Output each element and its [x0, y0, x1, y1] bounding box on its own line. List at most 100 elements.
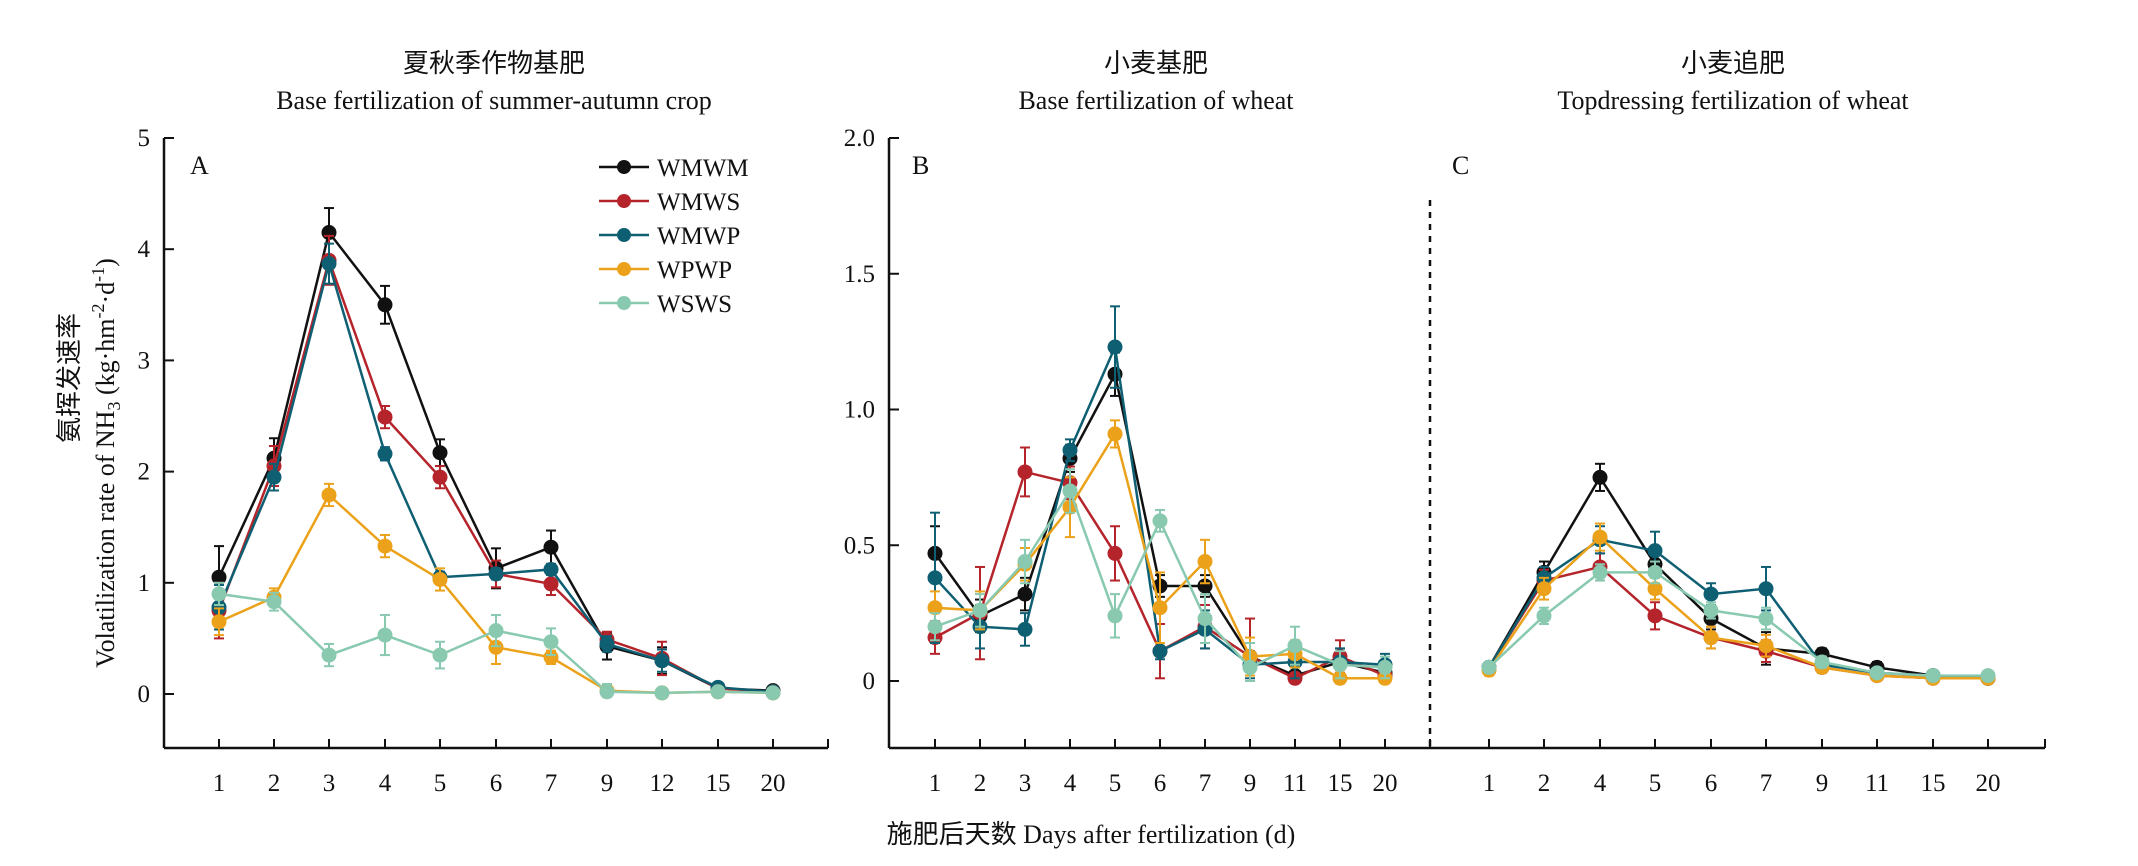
legend-marker: [617, 228, 631, 242]
panel-c-title: Topdressing fertilization of wheat: [1557, 86, 1909, 115]
data-point: [1107, 608, 1123, 624]
data-point: [654, 653, 670, 669]
x-tick-label-c: 9: [1816, 770, 1829, 797]
legend-label: WMWP: [657, 223, 740, 250]
data-point: [1980, 668, 1996, 684]
x-tick-label-c: 4: [1594, 770, 1607, 797]
data-point: [599, 684, 615, 700]
x-tick-label-c: 15: [1921, 770, 1946, 797]
data-point: [488, 623, 504, 639]
legend-marker: [617, 194, 631, 208]
data-point: [432, 647, 448, 663]
x-tick-label-b: 7: [1199, 770, 1212, 797]
data-point: [1377, 659, 1393, 675]
legend-label: WPWP: [657, 257, 732, 284]
series-line: [1487, 535, 1988, 680]
data-point: [1107, 426, 1123, 442]
x-tick-label-a: 3: [323, 770, 336, 797]
data-point: [654, 685, 670, 701]
data-point: [543, 634, 559, 650]
data-point: [377, 538, 393, 554]
legend-marker: [617, 296, 631, 310]
data-point: [1062, 483, 1078, 499]
data-point: [1017, 554, 1033, 570]
data-point: [1536, 581, 1552, 597]
data-point: [1107, 339, 1123, 355]
data-point: [1703, 602, 1719, 618]
series-wmws-c: [1481, 552, 1996, 686]
data-point: [1197, 611, 1213, 627]
data-point: [1703, 630, 1719, 646]
x-tick-label-a: 15: [706, 770, 731, 797]
x-tick-label-a: 12: [650, 770, 675, 797]
legend-label: WMWS: [657, 189, 740, 216]
panel-b-title-cn: 小麦基肥: [1104, 49, 1208, 78]
data-point: [321, 647, 337, 663]
data-point: [1481, 659, 1497, 675]
legend-marker: [617, 160, 631, 174]
data-point: [1017, 621, 1033, 637]
data-point: [1758, 638, 1774, 654]
data-point: [1647, 564, 1663, 580]
x-tick-label-c: 20: [1976, 770, 2001, 797]
data-point: [488, 566, 504, 582]
data-point: [432, 571, 448, 587]
panel-letter-a: A: [190, 151, 209, 180]
data-point: [1107, 545, 1123, 561]
x-tick-label-b: 4: [1064, 770, 1077, 797]
data-point: [1017, 464, 1033, 480]
y-tick-label-a: 0: [138, 681, 151, 708]
data-point: [1647, 608, 1663, 624]
data-point: [1062, 442, 1078, 458]
series-line: [1487, 565, 1988, 680]
data-point: [266, 594, 282, 610]
data-point: [927, 570, 943, 586]
series-wpwp-a: [211, 482, 781, 701]
x-tick-label-a: 5: [434, 770, 447, 797]
x-tick-label-b: 5: [1109, 770, 1122, 797]
data-point: [765, 685, 781, 701]
series-line: [1488, 571, 1988, 677]
data-point: [1814, 654, 1830, 670]
x-tick-label-b: 11: [1283, 770, 1307, 797]
y-axis-label-unit: (kg·hm: [91, 319, 120, 402]
x-tick-label-b: 6: [1154, 770, 1167, 797]
y-tick-label-b: 1.0: [844, 397, 875, 424]
data-point: [1592, 469, 1608, 485]
data-point: [710, 684, 726, 700]
x-tick-label-a: 9: [601, 770, 614, 797]
x-tick-label-a: 2: [268, 770, 281, 797]
panel-letter-c: C: [1452, 151, 1469, 180]
series-wsws-c: [1481, 560, 1996, 684]
legend: WMWM WMWS WMWP WPWP WSWS: [599, 155, 749, 318]
data-point: [543, 576, 559, 592]
y-tick-label-a: 5: [138, 125, 151, 152]
series-line: [1487, 474, 1989, 680]
y-axis-label-sup2: -1: [88, 267, 108, 282]
data-point: [1592, 529, 1608, 545]
data-point: [1287, 638, 1303, 654]
panel-c-title-cn: 小麦追肥: [1681, 49, 1785, 78]
x-tick-label-c: 6: [1705, 770, 1718, 797]
data-point: [1152, 643, 1168, 659]
x-tick-label-b: 3: [1019, 770, 1032, 797]
data-point: [1647, 543, 1663, 559]
data-point: [1197, 554, 1213, 570]
y-tick-label-a: 3: [138, 347, 151, 374]
data-point: [1152, 600, 1168, 616]
x-tick-label-c: 7: [1760, 770, 1773, 797]
data-point: [321, 256, 337, 272]
x-tick-label-a: 20: [761, 770, 786, 797]
data-point: [1925, 668, 1941, 684]
data-point: [1592, 564, 1608, 580]
y-axis-label-en: Volatilization rate of NH: [91, 410, 120, 668]
panel-a-title: Base fertilization of summer-autumn crop: [276, 86, 712, 115]
series-wsws-a: [211, 581, 781, 701]
data-point: [1703, 586, 1719, 602]
y-axis-label: Volatilization rate of NH3 (kg·hm-2·d-1): [88, 258, 124, 668]
data-point: [1758, 611, 1774, 627]
data-point: [927, 619, 943, 635]
y-tick-label-b: 2.0: [844, 125, 875, 152]
x-tick-label-c: 1: [1483, 770, 1496, 797]
